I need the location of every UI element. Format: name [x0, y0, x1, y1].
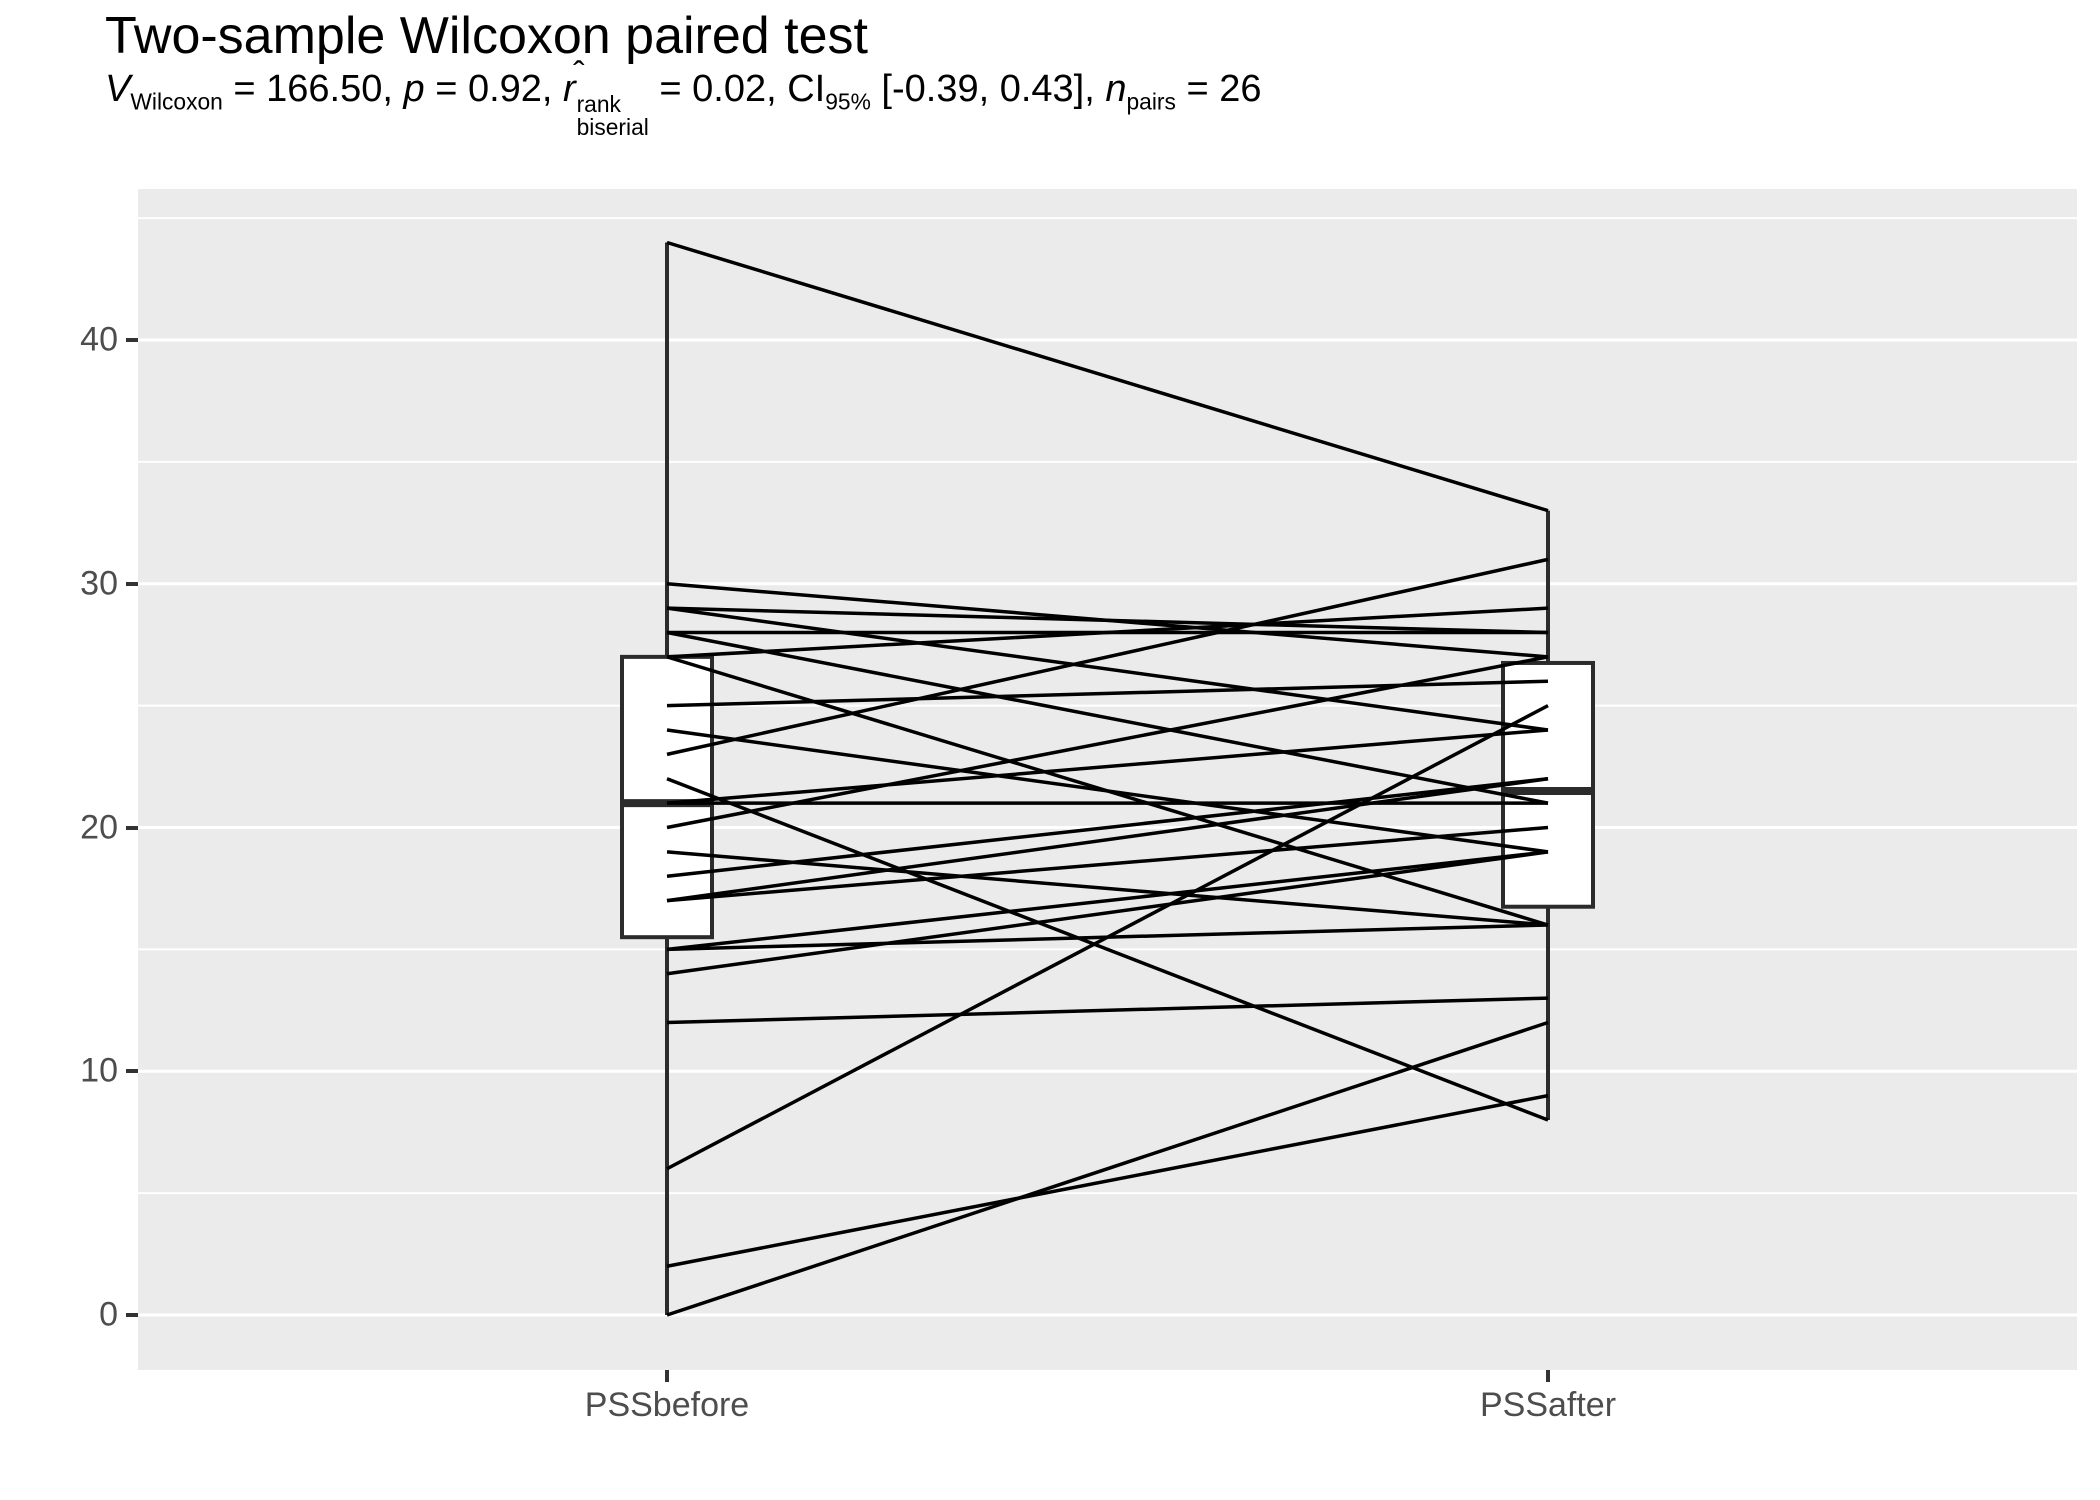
pair-line — [666, 557, 1549, 757]
stat-r-supsub: rank biserial — [577, 93, 649, 139]
pair-line — [666, 606, 1549, 635]
stat-ci-value: [-0.39, 0.43], — [870, 68, 1106, 110]
stat-ci-subscript: 95% — [825, 88, 871, 115]
x-category-label: PSSafter — [1479, 1386, 1617, 1424]
pair-line — [666, 630, 1549, 805]
chart-subtitle: VWilcoxon = 166.50, p = 0.92, r ˆ rank bise… — [105, 55, 1262, 139]
r-hat-accent: ˆ — [573, 55, 585, 94]
stat-n-value: = 26 — [1175, 68, 1262, 110]
pair-line — [666, 850, 1549, 927]
y-tick-label: 0 — [99, 1295, 118, 1334]
y-tick-label: 30 — [80, 564, 118, 603]
y-tick-mark — [126, 338, 138, 342]
x-tick-mark — [665, 1370, 669, 1382]
pair-line — [666, 850, 1549, 976]
pair-line — [666, 728, 1549, 854]
stat-n-subscript: pairs — [1126, 88, 1176, 115]
y-tick-mark — [126, 825, 138, 830]
y-tick-label: 20 — [80, 808, 118, 846]
chart-title: Two-sample Wilcoxon paired test — [105, 7, 868, 65]
pair-line — [666, 1020, 1549, 1317]
pair-line — [666, 606, 1549, 732]
pair-line — [666, 1093, 1549, 1268]
pair-line — [666, 728, 1549, 805]
stat-v-subscript: Wilcoxon — [130, 88, 223, 115]
pair-line — [666, 606, 1549, 659]
stat-n-symbol: n — [1105, 68, 1127, 110]
pair-line — [666, 850, 1549, 952]
pair-line — [666, 777, 1549, 878]
plot-panel — [138, 189, 2077, 1370]
stat-p-symbol: p — [403, 68, 425, 110]
pair-line — [666, 679, 1549, 708]
y-tick-mark — [126, 581, 138, 586]
pair-line — [666, 996, 1549, 1025]
stat-v-value: = 166.50, — [222, 68, 404, 110]
x-tick-mark — [1546, 1370, 1550, 1382]
y-tick-mark — [126, 1313, 138, 1317]
stat-p-value: = 0.92, — [424, 68, 564, 110]
stat-r-subscript: biserial — [576, 114, 649, 141]
pair-line — [666, 240, 1549, 513]
stat-r-superscript: rank — [576, 91, 621, 118]
pair-line — [666, 777, 1549, 1122]
y-tick-label: 40 — [80, 320, 118, 359]
x-category-label: PSSbefore — [584, 1386, 750, 1424]
pair-line — [666, 704, 1549, 1171]
stat-ci-label: CI — [787, 68, 826, 110]
y-tick-label: 10 — [80, 1051, 118, 1090]
pair-line — [666, 825, 1549, 903]
box-PSSafter — [1501, 660, 1595, 909]
plot-panel-svg — [138, 217, 2077, 1317]
pair-line — [666, 655, 1549, 830]
y-tick-mark — [126, 1069, 138, 1074]
pair-line — [666, 777, 1549, 903]
stat-v-symbol: V — [105, 68, 131, 110]
stat-r-value: = 0.02, — [648, 68, 788, 110]
